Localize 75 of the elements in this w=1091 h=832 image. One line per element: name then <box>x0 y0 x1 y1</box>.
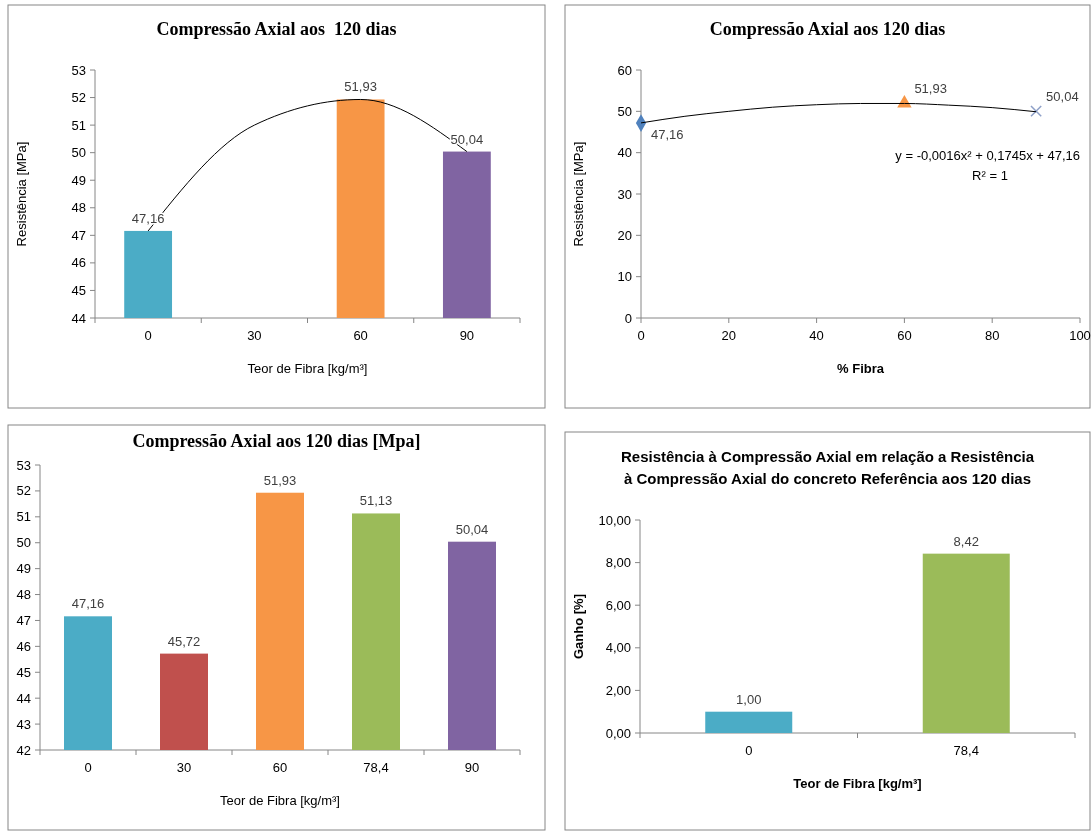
data-label: 51,93 <box>344 79 377 95</box>
x-tick-label: 60 <box>353 328 368 343</box>
y-tick-label: 10,00 <box>598 512 631 528</box>
y-tick-label: 0,00 <box>605 725 631 741</box>
y-tick-label: 45 <box>71 282 86 298</box>
y-tick-label: 40 <box>617 145 632 161</box>
y-tick-label: 49 <box>16 561 31 577</box>
x-tick-label: 60 <box>272 760 288 775</box>
y-tick-label: 10 <box>617 269 632 285</box>
data-label: 1,00 <box>736 691 762 707</box>
y-tick-label: 45 <box>16 664 31 680</box>
y-tick-label: 53 <box>16 457 31 473</box>
y-tick-label: 48 <box>16 587 31 603</box>
y-tick-label: 42 <box>16 742 31 758</box>
y-tick-label: 47 <box>71 227 86 243</box>
y-tick-label: 43 <box>16 716 31 732</box>
y-tick-label: 60 <box>617 62 632 78</box>
y-tick-label: 51 <box>16 509 31 525</box>
y-tick-label: 46 <box>71 255 86 271</box>
x-tick-label: 60 <box>897 328 912 343</box>
x-tick-label: 0 <box>144 328 152 343</box>
y-tick-label: 30 <box>617 186 632 202</box>
y-tick-label: 51 <box>71 117 86 133</box>
y-tick-label: 48 <box>71 200 86 216</box>
data-label: 50,04 <box>1046 89 1079 105</box>
chart-title: Compressão Axial aos 120 dias [Mpa] <box>132 431 421 451</box>
x-tick-label: 0 <box>637 328 645 343</box>
chart-title: Compressão Axial aos 120 dias <box>156 19 397 39</box>
y-tick-label: 47 <box>16 613 31 628</box>
x-tick-label: 90 <box>464 760 480 775</box>
chart-title: Resistência à Compressão Axial em relação a Resistência à Compressão Axial do concreto Referência aos 120 dias <box>621 448 1035 487</box>
chart-title: Compressão Axial aos 120 dias <box>709 19 946 39</box>
y-tick-label: 52 <box>16 483 31 499</box>
y-tick-label: 0 <box>624 310 632 326</box>
x-tick-label: 30 <box>247 328 262 343</box>
y-axis-title: Resistência [MPa] <box>571 141 586 247</box>
y-tick-label: 49 <box>71 172 86 188</box>
x-tick-label: 78,4 <box>953 743 979 758</box>
y-tick-label: 52 <box>71 90 86 106</box>
x-tick-label: 30 <box>176 760 192 775</box>
data-label: 51,93 <box>914 81 947 97</box>
x-tick-label: 80 <box>984 328 1000 343</box>
y-tick-label: 46 <box>16 638 31 654</box>
annotation: R² = 1 <box>972 168 1008 183</box>
y-tick-label: 44 <box>16 690 31 706</box>
data-label: 51,93 <box>263 472 297 488</box>
y-tick-label: 20 <box>617 227 632 243</box>
data-label: 47,16 <box>651 127 684 143</box>
data-label: 47,16 <box>71 596 105 612</box>
y-tick-label: 44 <box>71 310 86 326</box>
x-tick-label: 40 <box>809 328 824 343</box>
x-tick-label: 20 <box>721 328 737 343</box>
x-axis-title: Teor de Fibra [kg/m³] <box>220 793 340 808</box>
y-tick-label: 6,00 <box>605 597 631 613</box>
y-axis-title: Ganho [%] <box>571 594 586 659</box>
data-label: 51,13 <box>359 493 393 509</box>
y-tick-label: 50 <box>71 145 86 161</box>
annotation: y = -0,0016x² + 0,1745x + 47,16 <box>895 148 1080 163</box>
x-axis-title: Teor de Fibra [kg/m³] <box>793 776 922 791</box>
y-tick-label: 50 <box>617 103 632 119</box>
y-tick-label: 50 <box>16 535 31 551</box>
y-tick-label: 4,00 <box>605 640 631 656</box>
x-axis-title: % Fibra <box>837 361 885 376</box>
y-tick-label: 8,00 <box>605 555 631 571</box>
data-label: 45,72 <box>167 633 201 649</box>
data-label: 50,04 <box>450 131 484 147</box>
x-tick-label: 90 <box>459 328 475 343</box>
x-axis-title: Teor de Fibra [kg/m³] <box>247 361 368 376</box>
y-axis-title: Resistência [MPa] <box>14 141 29 247</box>
x-tick-label: 100 <box>1069 328 1091 343</box>
y-tick-label: 53 <box>71 62 86 78</box>
y-tick-label: 2,00 <box>605 682 631 698</box>
data-label: 8,42 <box>953 533 979 549</box>
x-tick-label: 78,4 <box>363 760 389 775</box>
data-label: 50,04 <box>455 521 489 537</box>
